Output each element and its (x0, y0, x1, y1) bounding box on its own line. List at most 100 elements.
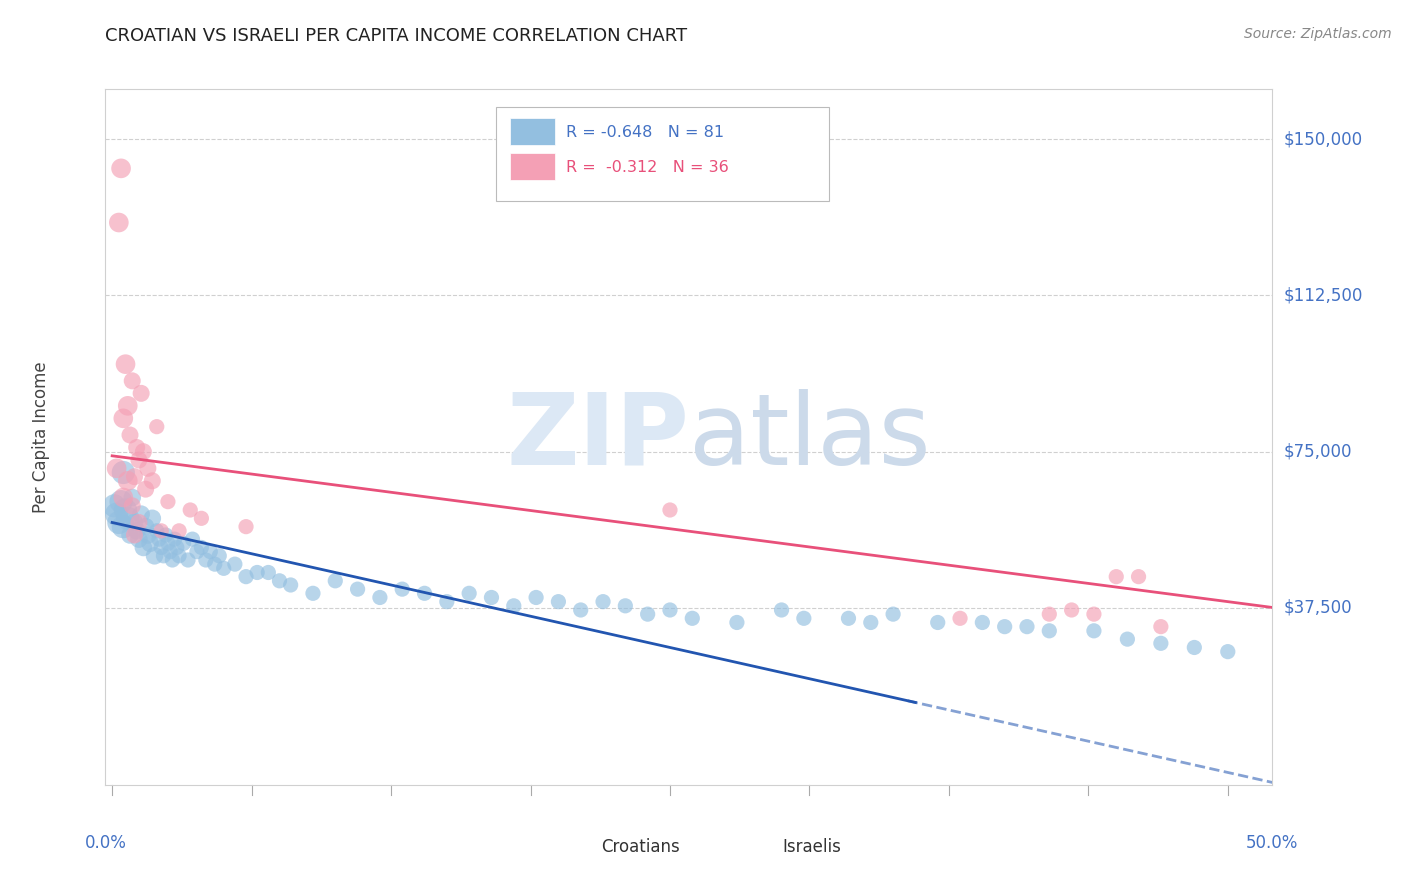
FancyBboxPatch shape (730, 836, 775, 858)
Point (163, 532, 186, 546)
Text: R = -0.648   N = 81: R = -0.648 N = 81 (567, 125, 724, 140)
Text: $112,500: $112,500 (1284, 286, 1362, 304)
Point (162, 553, 184, 567)
FancyBboxPatch shape (510, 119, 555, 145)
Text: Croatians: Croatians (602, 838, 681, 856)
FancyBboxPatch shape (496, 106, 830, 201)
Point (1128, 569, 1150, 583)
Point (150, 541, 173, 555)
Point (368, 591, 391, 605)
Point (117, 474, 139, 488)
Point (200, 544, 222, 558)
Point (177, 553, 200, 567)
Point (592, 594, 614, 608)
Point (179, 503, 201, 517)
Point (1182, 640, 1205, 655)
Point (117, 399, 139, 413)
Point (190, 511, 212, 525)
Point (136, 528, 159, 542)
Point (224, 557, 246, 571)
Point (112, 491, 135, 505)
Point (129, 386, 152, 401)
Point (208, 549, 231, 563)
Text: $75,000: $75,000 (1284, 442, 1353, 460)
Point (235, 519, 257, 533)
Point (114, 503, 136, 517)
Point (110, 494, 132, 508)
Point (659, 503, 682, 517)
Point (121, 491, 143, 505)
Point (1150, 620, 1173, 634)
Point (121, 499, 143, 513)
Point (770, 603, 793, 617)
Point (143, 549, 166, 563)
Point (139, 536, 162, 550)
Point (128, 453, 150, 467)
Point (793, 611, 815, 625)
Point (413, 586, 436, 600)
Point (129, 507, 152, 521)
Text: Israelis: Israelis (782, 838, 841, 856)
Point (146, 524, 169, 538)
FancyBboxPatch shape (548, 836, 593, 858)
Point (167, 549, 190, 563)
Text: R =  -0.312   N = 36: R = -0.312 N = 36 (567, 160, 730, 175)
Point (614, 599, 637, 613)
Point (135, 519, 157, 533)
Point (458, 586, 481, 600)
Point (927, 615, 949, 630)
Point (141, 474, 163, 488)
Point (547, 594, 569, 608)
Point (1038, 624, 1060, 638)
Point (112, 519, 135, 533)
Point (190, 541, 212, 555)
Point (524, 591, 547, 605)
Point (141, 511, 163, 525)
Point (167, 524, 190, 538)
Point (346, 582, 368, 596)
Point (391, 582, 413, 596)
Point (436, 594, 458, 608)
Text: atlas: atlas (689, 389, 931, 485)
Text: 0.0%: 0.0% (84, 834, 127, 852)
Point (181, 532, 204, 546)
Point (569, 603, 592, 617)
Point (110, 161, 132, 176)
Point (121, 374, 143, 388)
Point (194, 553, 217, 567)
Point (118, 528, 141, 542)
Point (156, 494, 179, 508)
Point (186, 544, 208, 558)
Point (124, 469, 146, 483)
Point (108, 215, 131, 229)
Point (146, 419, 169, 434)
Text: ZIP: ZIP (506, 389, 689, 485)
Point (125, 524, 148, 538)
Point (994, 620, 1017, 634)
Point (1116, 632, 1139, 647)
Point (659, 603, 682, 617)
Point (949, 611, 972, 625)
Point (117, 511, 139, 525)
Point (1083, 607, 1105, 622)
Text: 50.0%: 50.0% (1246, 834, 1299, 852)
Text: $37,500: $37,500 (1284, 599, 1353, 617)
Point (152, 549, 174, 563)
Point (502, 599, 524, 613)
Point (859, 615, 882, 630)
Point (1105, 569, 1128, 583)
Text: $150,000: $150,000 (1284, 130, 1362, 148)
Point (1150, 636, 1173, 650)
Point (159, 544, 181, 558)
Point (280, 578, 302, 592)
Point (173, 536, 195, 550)
Point (972, 615, 994, 630)
Point (1060, 603, 1083, 617)
Point (108, 516, 131, 530)
Point (269, 574, 291, 588)
Text: Source: ZipAtlas.com: Source: ZipAtlas.com (1244, 27, 1392, 41)
FancyBboxPatch shape (510, 153, 555, 179)
Point (148, 532, 170, 546)
Point (155, 528, 177, 542)
Point (125, 441, 148, 455)
